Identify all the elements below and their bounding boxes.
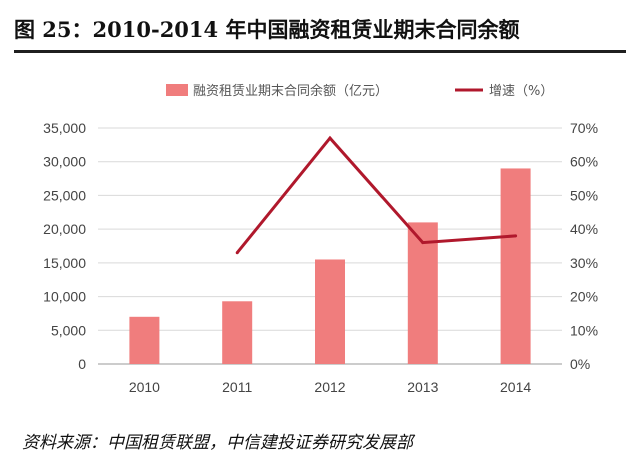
legend-bar-swatch (166, 84, 188, 96)
x-tick-label: 2011 (222, 379, 252, 395)
chart-title: 图 25：2010-2014 年中国融资租赁业期末合同余额 (14, 17, 520, 42)
source-note: 资料来源：中国租赁联盟，中信建投证券研究发展部 (22, 433, 413, 453)
y-left-tick-label: 15,000 (43, 255, 86, 271)
y-right-tick-label: 40% (570, 221, 598, 237)
bar (500, 168, 531, 364)
y-axis-left: 0 5,000 10,000 15,000 20,000 25,000 30,000 35,0… (43, 120, 86, 372)
x-tick-label: 2014 (500, 379, 531, 395)
title-rule (14, 50, 626, 53)
y-right-tick-label: 70% (570, 120, 598, 136)
bar (407, 222, 438, 364)
bar (129, 316, 160, 364)
y-right-tick-label: 0% (570, 356, 590, 372)
bar (222, 301, 253, 364)
y-right-tick-label: 60% (570, 154, 598, 170)
y-left-tick-label: 30,000 (43, 154, 86, 170)
bar (315, 259, 345, 364)
y-right-tick-label: 50% (570, 187, 598, 203)
bars (129, 168, 531, 364)
growth-point (421, 241, 425, 245)
x-axis: 2010 2011 2012 2013 2014 (129, 379, 532, 395)
y-right-tick-label: 30% (570, 255, 598, 271)
y-left-tick-label: 0 (78, 356, 86, 372)
growth-point (328, 136, 332, 140)
y-right-tick-label: 20% (570, 289, 598, 305)
y-left-tick-label: 10,000 (43, 289, 86, 305)
y-left-tick-label: 20,000 (43, 221, 86, 237)
chart: 融资租赁业期末合同余额（亿元） 增速（%） 0 5,000 10,000 15,000… (43, 83, 598, 395)
legend: 融资租赁业期末合同余额（亿元） 增速（%） (166, 83, 553, 99)
growth-point (235, 251, 239, 255)
x-tick-label: 2010 (129, 379, 160, 395)
y-right-tick-label: 10% (570, 322, 598, 338)
x-tick-label: 2012 (314, 379, 345, 395)
y-left-tick-label: 25,000 (43, 187, 86, 203)
y-axis-right: 0% 10% 20% 30% 40% 50% 60% 70% (570, 120, 598, 372)
y-left-tick-label: 5,000 (51, 322, 86, 338)
x-tick-label: 2013 (407, 379, 438, 395)
legend-line-label: 增速（%） (489, 84, 553, 99)
growth-point (514, 234, 518, 238)
growth-line (235, 135, 518, 255)
growth-line-path (236, 135, 516, 254)
legend-bar-label: 融资租赁业期末合同余额（亿元） (193, 83, 388, 99)
y-left-tick-label: 35,000 (43, 120, 86, 136)
